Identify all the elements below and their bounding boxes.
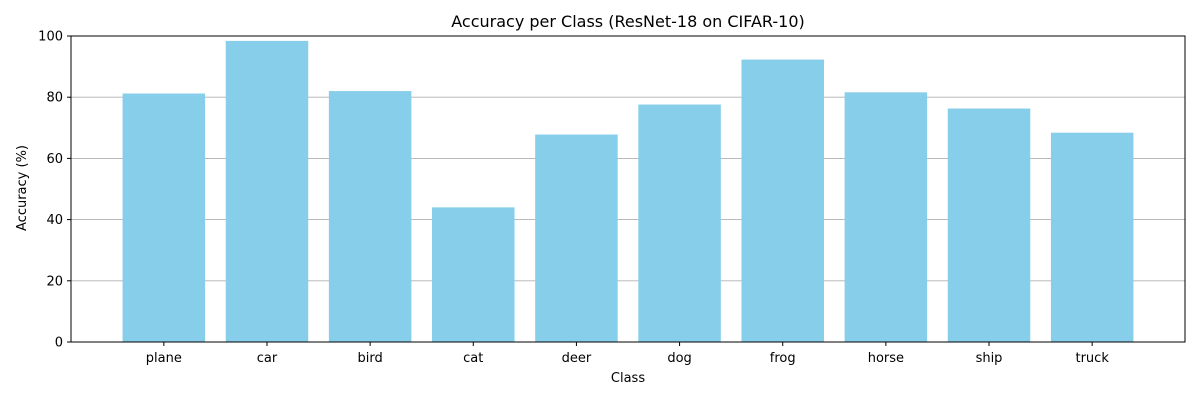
x-axis-label: Class xyxy=(611,371,645,386)
chart-title: Accuracy per Class (ResNet-18 on CIFAR-1… xyxy=(451,12,805,31)
y-axis-ticks: 0 20 40 60 80 100 xyxy=(38,30,71,351)
bar-car xyxy=(225,40,309,343)
x-tick-label-plane: plane xyxy=(146,351,182,366)
y-axis-label: Accuracy (%) xyxy=(15,145,30,231)
y-tick-label: 100 xyxy=(38,30,63,45)
bar-deer xyxy=(535,134,618,342)
y-tick-label: 0 xyxy=(55,336,63,351)
y-tick-label: 20 xyxy=(46,274,63,289)
x-tick-label-dog: dog xyxy=(667,351,691,366)
x-tick-label-car: car xyxy=(257,351,278,366)
x-tick-label-bird: bird xyxy=(358,351,383,366)
bar-ship xyxy=(947,108,1031,342)
x-tick-label-horse: horse xyxy=(868,351,904,366)
bar-frog xyxy=(741,59,824,342)
y-tick-label: 60 xyxy=(46,152,63,167)
bars xyxy=(122,40,1134,343)
x-tick-label-deer: deer xyxy=(562,351,592,366)
bar-horse xyxy=(844,92,928,342)
bar-cat xyxy=(432,207,515,342)
y-tick-label: 80 xyxy=(46,91,63,106)
bar-bird xyxy=(328,91,412,342)
bar-plane xyxy=(122,93,206,342)
bar-dog xyxy=(638,104,721,342)
axes-frame xyxy=(70,35,1186,343)
x-tick-label-truck: truck xyxy=(1075,351,1109,366)
x-tick-label-cat: cat xyxy=(463,351,483,366)
bar-truck xyxy=(1050,132,1134,342)
x-axis-ticks: plane car bird cat deer dog frog horse ship truck xyxy=(146,342,1109,366)
y-tick-label: 40 xyxy=(46,213,63,228)
x-tick-label-ship: ship xyxy=(976,351,1003,366)
x-tick-label-frog: frog xyxy=(770,351,796,366)
